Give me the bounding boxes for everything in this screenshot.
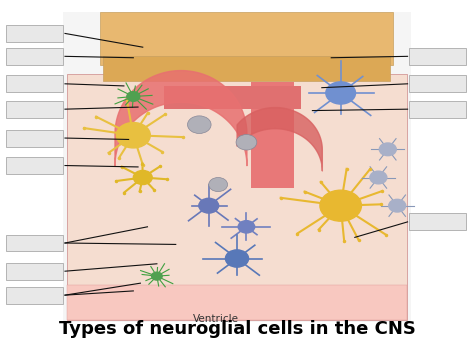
FancyBboxPatch shape [409,75,465,92]
Circle shape [209,178,228,192]
FancyBboxPatch shape [6,130,63,147]
FancyBboxPatch shape [164,86,301,109]
Circle shape [236,135,257,150]
FancyBboxPatch shape [6,48,63,65]
FancyBboxPatch shape [409,213,465,230]
Circle shape [389,200,406,212]
FancyBboxPatch shape [251,82,293,188]
Circle shape [127,92,140,101]
FancyBboxPatch shape [409,101,465,118]
FancyBboxPatch shape [63,12,411,322]
FancyBboxPatch shape [6,101,63,118]
Circle shape [117,122,150,148]
Text: Ventricle: Ventricle [193,314,239,324]
Circle shape [379,143,396,155]
FancyBboxPatch shape [6,287,63,304]
Circle shape [199,198,219,213]
Circle shape [133,170,152,185]
FancyBboxPatch shape [409,48,465,65]
FancyBboxPatch shape [67,285,407,320]
Text: Types of neuroglial cells in the CNS: Types of neuroglial cells in the CNS [59,320,415,338]
Circle shape [326,82,356,104]
Circle shape [226,250,248,267]
FancyBboxPatch shape [67,73,407,320]
Circle shape [238,221,255,233]
FancyBboxPatch shape [6,75,63,92]
FancyBboxPatch shape [6,157,63,174]
Circle shape [188,116,211,133]
FancyBboxPatch shape [6,25,63,42]
FancyBboxPatch shape [6,235,63,251]
FancyBboxPatch shape [6,263,63,280]
FancyBboxPatch shape [100,12,392,65]
FancyBboxPatch shape [103,56,390,81]
Circle shape [320,190,361,221]
Circle shape [152,272,162,280]
Circle shape [370,171,387,184]
